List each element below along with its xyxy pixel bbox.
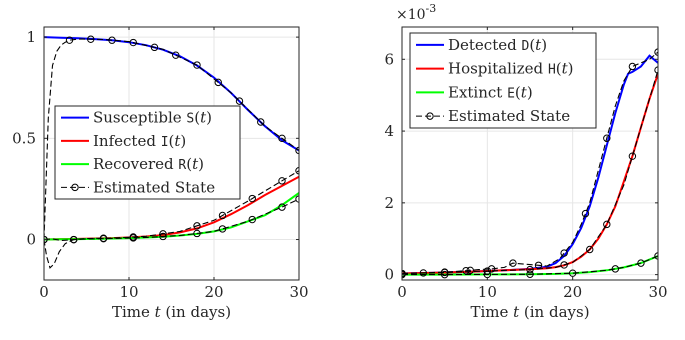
estimated-state-marker [278, 134, 286, 143]
estimated-state-marker [560, 249, 568, 257]
estimated-state-marker [581, 209, 590, 218]
estimated-state-line [402, 255, 658, 276]
y-tick-label: 0 [384, 266, 394, 284]
y-tick-label: 1 [26, 28, 36, 46]
estimated-state-marker [193, 61, 201, 69]
estimated-state-marker [159, 230, 167, 238]
estimated-state-marker [611, 265, 620, 273]
estimated-state-marker [526, 265, 534, 274]
x-axis-label: Time t (in days) [470, 303, 589, 321]
x-axis-label: Time t (in days) [112, 303, 231, 321]
estimated-state-marker [628, 152, 637, 160]
estimated-state-marker [402, 270, 406, 279]
x-tick-label: 0 [39, 283, 49, 301]
x-tick-label: 20 [563, 283, 582, 301]
estimated-state-marker [70, 235, 78, 244]
estimated-state-marker [487, 265, 496, 273]
legend-entry: Recovered R(t) [93, 155, 204, 173]
estimated-state-marker [150, 43, 159, 52]
y-tick-label: 0 [26, 231, 36, 249]
x-tick-label: 10 [119, 283, 138, 301]
x-tick-label: 30 [289, 283, 308, 301]
legend-entry: Susceptible S(t) [93, 109, 212, 127]
left-chart: 0 10 20 30 0 0.5 1 Time t (in days) Susceptible … [12, 26, 309, 321]
estimated-state-marker [87, 35, 95, 43]
legend-marker [71, 183, 79, 192]
estimated-state-marker [586, 245, 594, 254]
legend-marker [426, 112, 434, 120]
estimated-state-marker [99, 234, 108, 243]
estimated-state-marker [603, 220, 611, 229]
axes-box [401, 26, 659, 281]
y-tick-label: 0.5 [12, 129, 36, 147]
estimated-state-marker [218, 211, 227, 220]
estimated-state-marker [214, 78, 222, 87]
y-tick-label: 4 [384, 122, 394, 140]
estimated-state-line [44, 38, 299, 240]
legend-entry: Extinct E(t) [448, 83, 533, 101]
estimated-state-line [44, 198, 299, 242]
estimated-state-marker [560, 261, 568, 269]
legend-entry: Estimated State [448, 107, 570, 125]
plot-area [44, 35, 299, 269]
estimated-state-marker [193, 229, 201, 238]
x-tick-label: 0 [397, 283, 407, 301]
estimated-state-marker [172, 51, 180, 59]
estimated-state-marker [462, 266, 470, 275]
estimated-state-marker [526, 270, 534, 278]
estimated-state-marker [466, 266, 474, 275]
estimated-state-marker [248, 194, 256, 203]
estimated-state-marker [108, 36, 116, 44]
x-tick-label: 20 [204, 283, 223, 301]
estimated-state-marker [129, 234, 137, 242]
right-chart: 0 10 20 30 0 2 4 6 ×10-3 Time t (in days) Detected… [384, 2, 667, 321]
axes-box [43, 26, 300, 281]
estimated-state-line [44, 170, 299, 269]
estimated-state-marker [637, 259, 645, 267]
estimated-state-marker [248, 215, 256, 224]
estimated-state-line [402, 51, 658, 275]
legend: Detected D(t) Hospitalized H(t) Extinct E(… [409, 32, 597, 129]
estimated-state-marker [65, 36, 74, 44]
legend-entry: Detected D(t) [448, 36, 547, 54]
estimated-state-marker [129, 38, 137, 47]
legend-entry: Estimated State [93, 178, 215, 196]
x-tick-label: 30 [648, 283, 667, 301]
legend-entry: Infected I(t) [93, 132, 186, 150]
legend-entry: Hospitalized H(t) [448, 60, 574, 78]
estimated-state-marker [257, 118, 265, 126]
plot-area [402, 48, 658, 279]
estimated-state-marker [440, 270, 449, 279]
estimated-state-marker [193, 222, 201, 230]
estimated-state-marker [278, 177, 286, 185]
estimated-state-marker [159, 232, 167, 241]
estimated-state-marker [440, 268, 449, 277]
estimated-state-marker [44, 235, 48, 244]
estimated-state-marker [509, 259, 517, 267]
y-tick-label: 6 [384, 50, 394, 68]
estimated-state-marker [235, 97, 244, 105]
x-tick-label: 10 [478, 283, 497, 301]
estimated-state-marker [568, 269, 577, 277]
y-tick-label: 2 [384, 194, 394, 212]
estimated-state-marker [603, 134, 611, 142]
estimated-state-marker [218, 225, 227, 233]
estimated-state-marker [278, 203, 286, 211]
legend: Susceptible S(t) Infected I(t) Recovered R… [54, 105, 241, 200]
estimated-state-marker [628, 62, 637, 71]
y-exponent-label: ×10-3 [396, 2, 436, 23]
